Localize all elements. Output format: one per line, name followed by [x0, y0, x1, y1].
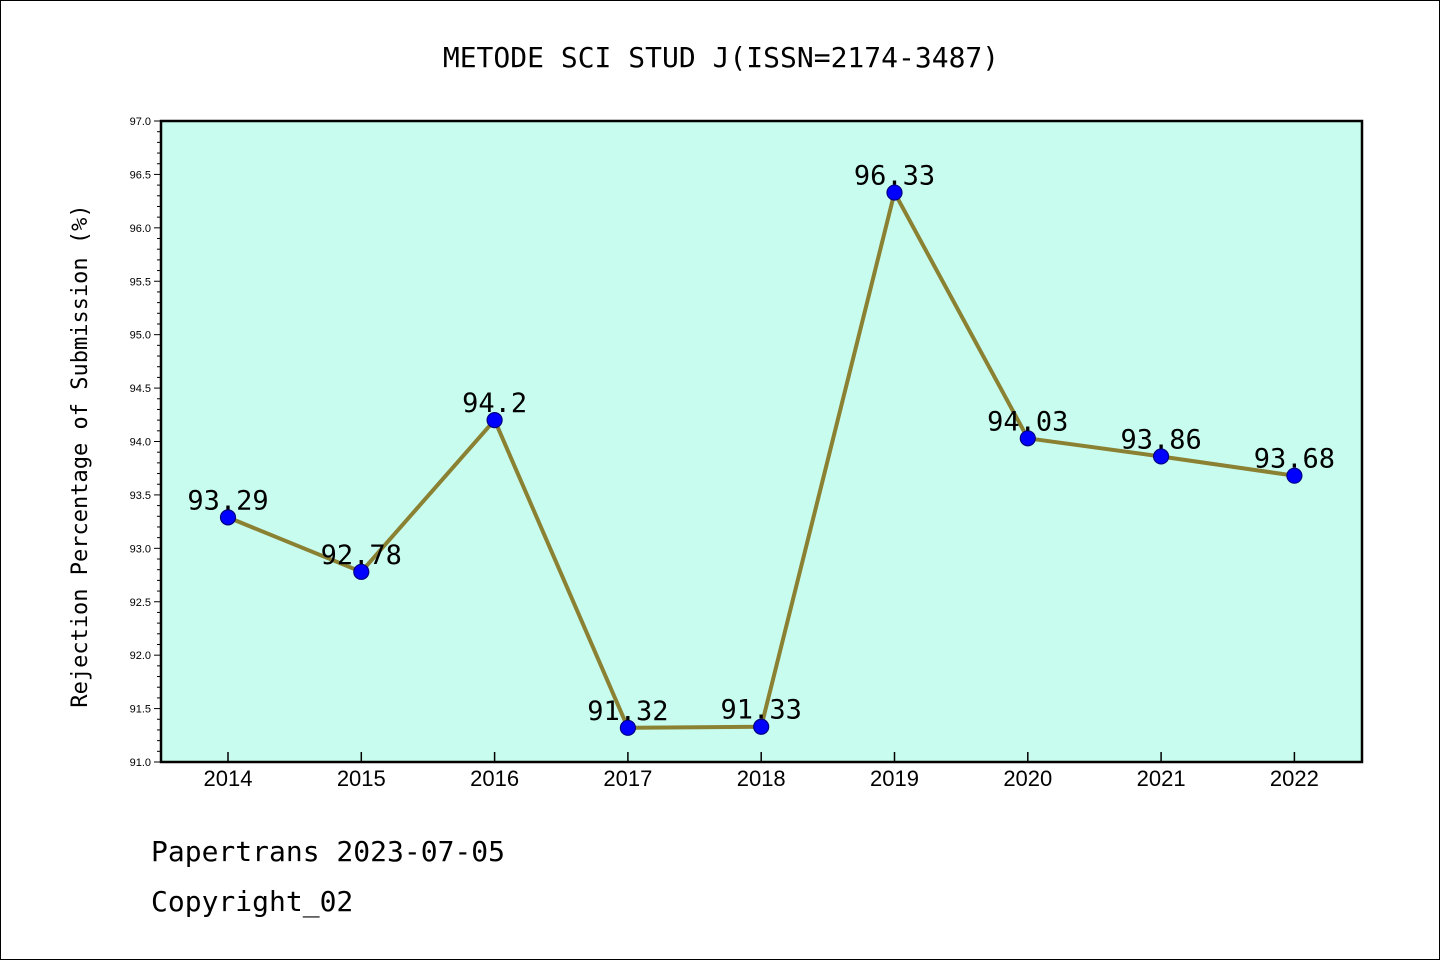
y-tick-label: 95.0	[130, 330, 151, 342]
y-tick-label: 91.5	[130, 704, 151, 716]
data-label: 93.86	[1120, 424, 1201, 455]
footer-copyright: Copyright_02	[151, 885, 354, 918]
data-point	[886, 184, 903, 201]
data-markers	[219, 184, 1303, 736]
y-tick-label: 92.5	[130, 597, 151, 609]
data-labels: 93.29 92.78 94.2 91.32 91.33 96.33 94.03 93.86 9…	[187, 161, 1335, 727]
y-axis-label: Rejection Percentage of Submission (%)	[68, 204, 93, 707]
data-point	[1286, 467, 1303, 484]
data-label: 94.2	[462, 388, 527, 419]
y-tick-label: 91.0	[130, 757, 151, 769]
y-tick-label: 94.5	[130, 383, 151, 395]
y-axis-tick-labels: 91.0 91.5 92.0 92.5 93.0 93.5 94.0 94.5 95.0 95.5…	[130, 116, 151, 769]
data-label: 92.78	[321, 540, 402, 571]
plot-area	[159, 119, 1364, 764]
y-tick-label: 96.5	[130, 169, 151, 181]
data-point	[753, 718, 770, 735]
y-tick-label: 97.0	[130, 116, 151, 128]
data-point	[1152, 448, 1170, 465]
x-tick-label: 2022	[1270, 766, 1319, 791]
data-point	[619, 719, 637, 736]
x-axis-ticks	[227, 752, 1296, 762]
x-tick-label: 2014	[204, 766, 253, 791]
data-point	[353, 563, 370, 580]
x-tick-label: 2019	[870, 766, 919, 791]
data-point	[1019, 430, 1036, 447]
data-label: 93.29	[187, 485, 268, 516]
data-label: 93.68	[1254, 444, 1335, 475]
y-tick-label: 93.5	[130, 490, 151, 502]
y-tick-label: 95.5	[130, 276, 151, 288]
data-label: 96.33	[854, 161, 935, 192]
data-label: 91.33	[721, 695, 802, 726]
y-axis-ticks	[154, 120, 161, 763]
footer-date: Papertrans 2023-07-05	[151, 835, 506, 868]
y-tick-label: 94.0	[130, 437, 151, 449]
x-tick-label: 2018	[737, 766, 786, 791]
x-tick-label: 2016	[470, 766, 519, 791]
x-tick-label: 2021	[1137, 766, 1186, 791]
x-tick-label: 2017	[603, 766, 652, 791]
y-tick-label: 92.0	[130, 650, 151, 662]
x-tick-label: 2015	[337, 766, 386, 791]
data-point	[219, 509, 237, 526]
x-axis-tick-labels: 2014 2015 2016 2017 2018 2019 2020 2021 2022	[204, 766, 1319, 791]
data-label: 91.32	[587, 696, 668, 727]
y-tick-label: 96.0	[130, 223, 151, 235]
x-tick-label: 2020	[1003, 766, 1052, 791]
chart-title: METODE SCI STUD J(ISSN=2174-3487)	[443, 41, 999, 74]
data-point	[486, 412, 503, 429]
data-label: 94.03	[987, 406, 1068, 437]
y-tick-label: 93.0	[130, 543, 151, 555]
